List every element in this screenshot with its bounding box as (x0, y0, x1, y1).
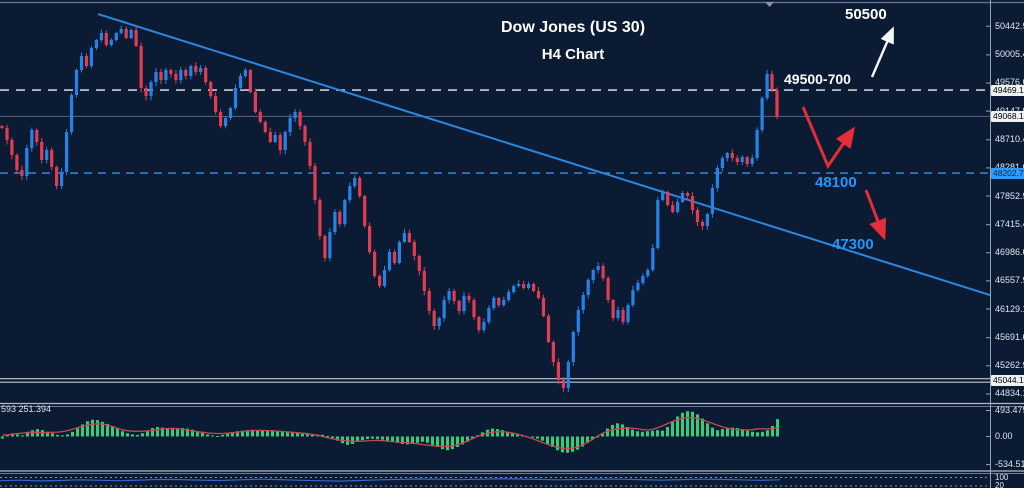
descending-trendline (97, 13, 991, 296)
oscillator-line (0, 478, 781, 482)
oscillator-axis-label: 100 (995, 472, 1009, 482)
price-axis-label: 46557.90 (995, 275, 1024, 286)
object-anchor-icon (765, 2, 774, 7)
indicator-value-label: 593 251.394 (1, 404, 52, 414)
indicator-axis-label: -534.516 (995, 459, 1024, 470)
price-tag-white: 45044.19 (991, 374, 1024, 386)
price-axis-label: 50442.90 (995, 20, 1024, 31)
up-arrow (870, 26, 894, 78)
price-axis-label: 45262.90 (995, 360, 1024, 371)
annotation-resistance-zone: 49500-700 (784, 71, 851, 87)
macd-signal-line (2, 416, 778, 450)
price-axis-label: 48710.40 (995, 134, 1024, 145)
price-tag-white: 49068.14 (991, 110, 1024, 122)
price-axis-label: 49147.90 (995, 106, 1024, 116)
price-axis-label: 46986.65 (995, 247, 1024, 258)
price-axis-label: 44834.15 (995, 388, 1024, 399)
oscillator-axis-label: 20 (995, 481, 1004, 488)
price-tag-blue: 48202.79 (991, 167, 1024, 179)
price-axis-label: 48281.65 (995, 163, 1024, 172)
price-axis-label: 47415.40 (995, 219, 1024, 230)
macd-histogram (1, 411, 779, 453)
pullback-arrow (801, 106, 856, 170)
price-axis-label: 49576.65 (995, 77, 1024, 88)
indicator-axis-label: 493.479 (995, 405, 1024, 416)
annotation-support-48100: 48100 (815, 174, 857, 191)
annotation-upside-target: 50500 (845, 6, 887, 23)
indicator-axis-label: 0.00 (995, 431, 1013, 441)
price-tag-white: 49469.16 (991, 84, 1024, 96)
price-axis-label: 45691.65 (995, 332, 1024, 343)
chart-title: Dow Jones (US 30) (500, 19, 646, 36)
chart-subtitle: H4 Chart (541, 46, 605, 63)
annotation-support-47300: 47300 (832, 236, 874, 253)
candles (0, 25, 779, 393)
price-axis-label: 50005.40 (995, 49, 1024, 60)
down-arrow (864, 189, 887, 241)
price-axis-label: 46129.15 (995, 303, 1024, 314)
price-axis-label: 47852.90 (995, 190, 1024, 201)
